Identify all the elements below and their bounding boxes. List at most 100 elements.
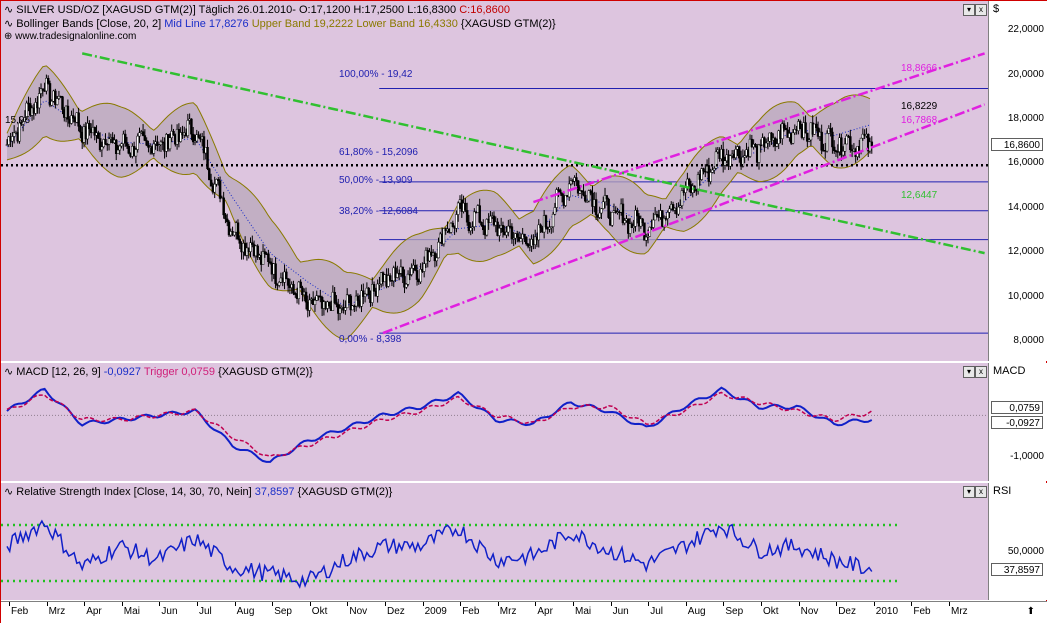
price-candle bbox=[605, 195, 609, 200]
price-candle bbox=[507, 225, 510, 233]
price-candle bbox=[662, 218, 666, 228]
month-label: Feb bbox=[913, 606, 931, 617]
lower-value-label: 16,7868 bbox=[901, 115, 938, 126]
panel-menu-button[interactable]: ▾ bbox=[963, 486, 975, 498]
month-tick bbox=[610, 602, 612, 606]
month-label: Feb bbox=[462, 606, 480, 617]
price-candle bbox=[172, 130, 175, 135]
price-candle bbox=[66, 105, 70, 120]
price-candle bbox=[301, 287, 304, 296]
price-axis-title: $ bbox=[993, 3, 1000, 15]
price-candle bbox=[224, 214, 227, 220]
price-candle bbox=[222, 197, 225, 216]
macd-name: MACD [12, 26, 9] bbox=[16, 366, 101, 378]
last-price-tag: 16,8600 bbox=[991, 138, 1043, 152]
price-candle bbox=[623, 220, 626, 224]
price-candle bbox=[428, 251, 431, 262]
macd-axis-title: MACD bbox=[993, 365, 1026, 377]
price-tick-label: 8,0000 bbox=[1013, 334, 1044, 346]
symbol-label: SILVER USD/OZ [XAGUSD GTM(2)] bbox=[16, 4, 196, 16]
month-tick bbox=[497, 602, 499, 606]
trigger-line bbox=[6, 391, 873, 457]
rsi-panel[interactable]: ∿ Relative Strength Index [Close, 14, 30… bbox=[1, 483, 988, 600]
price-candle bbox=[401, 266, 404, 277]
panel-close-button[interactable]: x bbox=[975, 4, 987, 16]
price-candle bbox=[589, 190, 592, 194]
price-candle bbox=[544, 215, 548, 228]
price-candle bbox=[46, 77, 50, 84]
month-label: Sep bbox=[725, 606, 744, 617]
price-candle bbox=[93, 127, 96, 136]
macd-axis: MACD 0,0759 -0,0927 -1,0000 bbox=[988, 363, 1048, 481]
price-candle bbox=[516, 233, 519, 238]
price-candle bbox=[367, 287, 370, 295]
panel-menu-button[interactable]: ▾ bbox=[963, 366, 975, 378]
price-candle bbox=[338, 308, 342, 314]
month-label: Aug bbox=[236, 606, 255, 617]
green-trend-label: 12,6447 bbox=[901, 190, 938, 201]
price-candle bbox=[209, 179, 213, 187]
last-rsi-tag: 37,8597 bbox=[991, 562, 1043, 576]
bollinger-lower-band bbox=[6, 136, 871, 341]
price-candle bbox=[419, 269, 422, 283]
price-candle bbox=[478, 205, 481, 223]
month-label: Sep bbox=[274, 606, 292, 617]
price-candle bbox=[714, 151, 718, 169]
macd-value: -0,0927 bbox=[103, 366, 142, 378]
price-candle bbox=[371, 284, 374, 303]
price-candle bbox=[107, 138, 111, 145]
month-tick bbox=[949, 602, 950, 606]
price-candle bbox=[734, 149, 737, 158]
price-candle bbox=[12, 132, 16, 137]
price-axis: $ 22,0000 20,0000 18,0000 16,0000 14,0000 12,… bbox=[988, 1, 1048, 361]
scroll-up-icon[interactable]: ⬆ bbox=[1026, 606, 1035, 617]
price-candle bbox=[45, 77, 48, 92]
panel-close-button[interactable]: x bbox=[975, 486, 987, 498]
rsi-tick-label: 50,0000 bbox=[1007, 546, 1044, 557]
price-candle bbox=[261, 251, 265, 265]
price-candle bbox=[55, 98, 59, 105]
month-label: Dez bbox=[838, 606, 856, 617]
price-candle bbox=[251, 242, 254, 245]
watermark-text: www.tradesignalonline.com bbox=[15, 31, 137, 42]
price-candle bbox=[526, 243, 530, 247]
month-tick bbox=[159, 602, 161, 606]
price-candle bbox=[71, 115, 75, 119]
price-candle bbox=[179, 132, 182, 142]
price-candle bbox=[145, 140, 148, 146]
price-candle bbox=[21, 121, 25, 125]
price-candle bbox=[319, 295, 322, 298]
price-candle bbox=[806, 132, 809, 142]
price-candle bbox=[77, 112, 80, 127]
month-label: Apr bbox=[86, 606, 102, 617]
price-candle bbox=[553, 207, 557, 215]
price-candle bbox=[97, 132, 100, 139]
price-tick-label: 20,0000 bbox=[1007, 68, 1044, 80]
price-candle bbox=[215, 179, 218, 185]
start-level-label: 15,96 bbox=[5, 115, 31, 126]
price-candle bbox=[39, 88, 43, 94]
bollinger-upper: Upper Band 19,2222 bbox=[251, 18, 354, 30]
price-candle bbox=[362, 290, 365, 297]
panel-close-button[interactable]: x bbox=[975, 366, 987, 378]
price-panel[interactable]: ∿ SILVER USD/OZ [XAGUSD GTM(2)] Täglich … bbox=[1, 1, 988, 361]
price-candle bbox=[413, 264, 417, 271]
price-candle bbox=[711, 169, 714, 173]
macd-panel[interactable]: ∿ MACD [12, 26, 9] -0,0927 Trigger 0,075… bbox=[1, 363, 988, 481]
month-label: Mrz bbox=[499, 606, 517, 617]
month-tick bbox=[234, 602, 236, 606]
panel-menu-button[interactable]: ▾ bbox=[963, 4, 975, 16]
price-candle bbox=[141, 131, 145, 136]
rsi-axis: RSI 50,0000 37,8597 bbox=[988, 483, 1048, 600]
price-candle bbox=[186, 120, 190, 136]
price-candle bbox=[37, 93, 41, 109]
bollinger-name: Bollinger Bands [Close, 20, 2] bbox=[16, 18, 162, 30]
price-candle bbox=[442, 228, 446, 245]
price-candle bbox=[684, 187, 687, 193]
price-candle bbox=[764, 142, 768, 148]
price-candle bbox=[523, 233, 526, 238]
macd-tick-label: -0,0927 bbox=[991, 416, 1043, 430]
price-candle bbox=[759, 144, 763, 147]
price-candle bbox=[766, 141, 770, 144]
price-candle bbox=[492, 215, 496, 226]
